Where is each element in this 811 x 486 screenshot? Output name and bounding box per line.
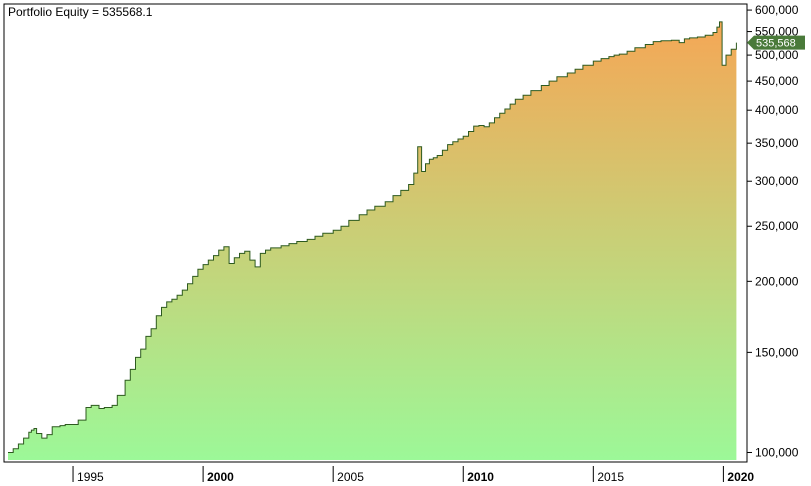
y-tick-label: 250,000: [755, 219, 799, 233]
x-tick-label: 2005: [337, 470, 364, 484]
chart-title: Portfolio Equity = 535568.1: [8, 5, 153, 19]
y-tick-label: 100,000: [755, 445, 799, 459]
last-value-badge: 535,568: [747, 35, 805, 50]
y-tick-label: 550,000: [755, 25, 799, 39]
y-tick-label: 600,000: [755, 3, 799, 17]
equity-line: [8, 21, 737, 453]
y-tick-label: 200,000: [755, 274, 799, 288]
x-tick-label: 2015: [597, 470, 624, 484]
last-value-badge-shape: [747, 35, 805, 50]
x-tick-label: 2020: [727, 470, 754, 484]
x-tick-label: 1995: [77, 470, 104, 484]
y-tick-label: 350,000: [755, 136, 799, 150]
x-tick-label: 2010: [467, 470, 494, 484]
y-tick-label: 450,000: [755, 74, 799, 88]
y-tick-label: 300,000: [755, 174, 799, 188]
plot-area-border: [3, 3, 748, 463]
y-tick-label: 150,000: [755, 345, 799, 359]
y-axis: 100,000 150,000 200,000 250,000 300,000 350,0…: [747, 3, 799, 459]
x-tick-label: 2000: [207, 470, 234, 484]
y-tick-label: 500,000: [755, 48, 799, 62]
equity-area: [8, 21, 737, 461]
x-axis: 1995 2000 2005 2010 2015 2020: [72, 466, 754, 484]
last-value-label: 535,568: [756, 38, 796, 50]
y-tick-label: 400,000: [755, 103, 799, 117]
